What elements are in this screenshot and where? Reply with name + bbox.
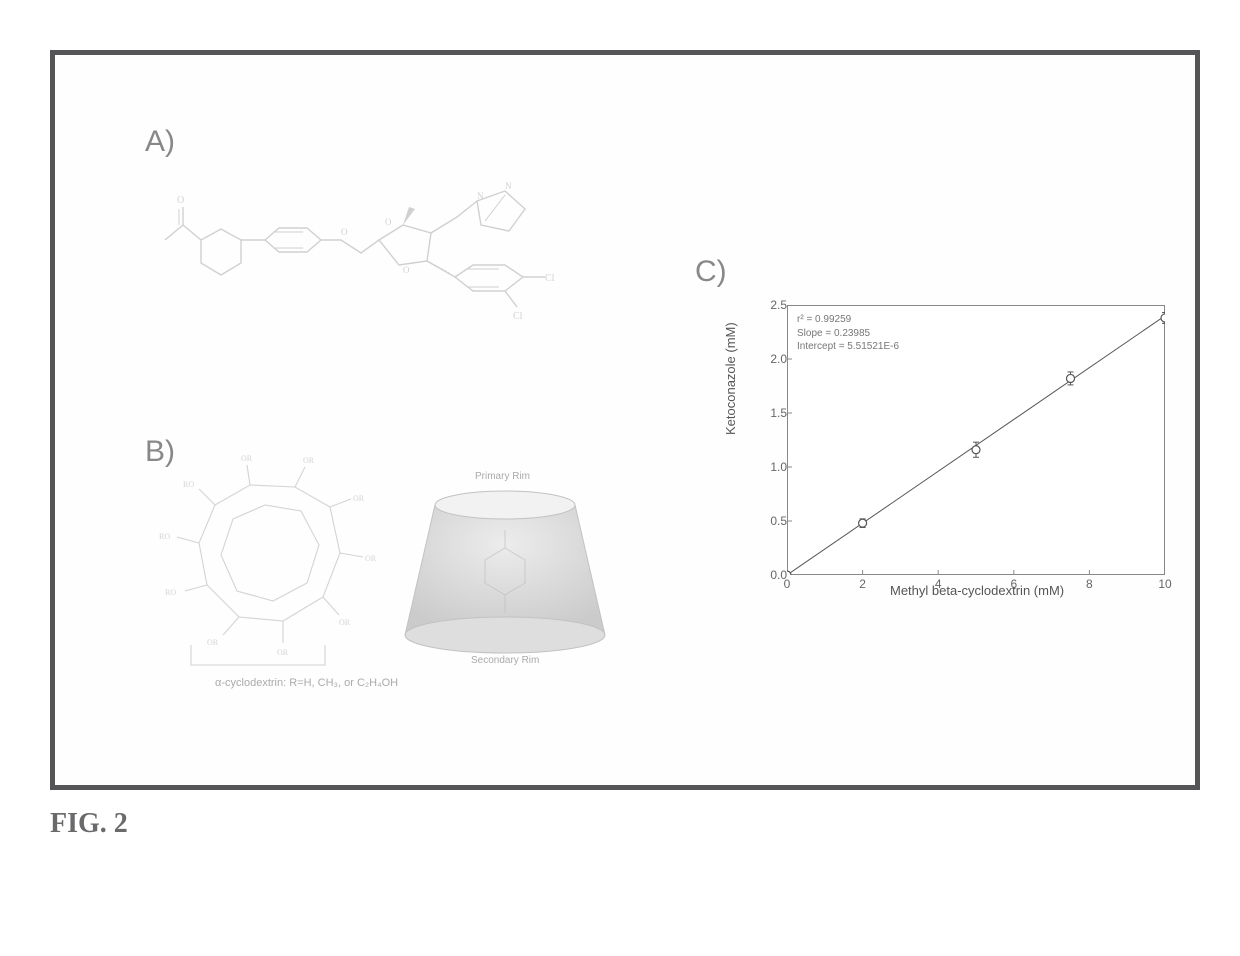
chart-ytick: 1.0 [757,460,787,474]
svg-text:N: N [505,181,512,191]
svg-text:Cl: Cl [513,311,523,322]
svg-text:OR: OR [365,554,377,563]
svg-text:RO: RO [165,588,176,597]
svg-text:O: O [341,227,348,237]
chart-data-svg [787,305,1165,575]
figure-frame: A) [50,50,1200,790]
svg-text:OR: OR [241,454,253,463]
chart-ytick: 2.5 [757,298,787,312]
svg-text:Cl: Cl [545,273,555,284]
chart-xtick: 2 [853,577,873,591]
svg-text:OR: OR [339,618,351,627]
svg-text:OR: OR [277,648,289,657]
panel-a-structure: O Cl Cl O O O N N [155,125,675,335]
svg-text:N: N [477,191,484,201]
svg-text:O: O [177,195,184,206]
panel-c-chart: 0.00.51.01.52.02.5 0246810 Ketoconazole … [715,285,1175,625]
panel-b-secondary-label: Secondary Rim [471,655,539,666]
chart-ytick: 1.5 [757,406,787,420]
figure-caption: FIG. 2 [50,808,1200,840]
panel-b-subcaption: α-cyclodextrin: R=H, CH₃, or C₂H₄OH [215,677,398,689]
chart-xtick: 8 [1079,577,1099,591]
svg-text:OR: OR [353,494,365,503]
chart-ylabel: Ketoconazole (mM) [723,322,738,435]
svg-text:RO: RO [183,480,194,489]
panel-b-structure: OR OR OR OR OR OR OR RO RO RO [155,445,625,735]
svg-text:OR: OR [303,456,315,465]
svg-text:O: O [385,217,392,227]
chart-xtick: 10 [1155,577,1175,591]
svg-text:OR: OR [207,638,219,647]
panel-c-label: C) [695,255,727,289]
panel-b-primary-label: Primary Rim [475,471,530,482]
svg-text:RO: RO [159,532,170,541]
svg-text:O: O [403,265,410,275]
chart-ytick: 2.0 [757,352,787,366]
chart-ytick: 0.5 [757,514,787,528]
chart-xtick: 0 [777,577,797,591]
chart-xlabel: Methyl beta-cyclodextrin (mM) [890,583,1064,598]
